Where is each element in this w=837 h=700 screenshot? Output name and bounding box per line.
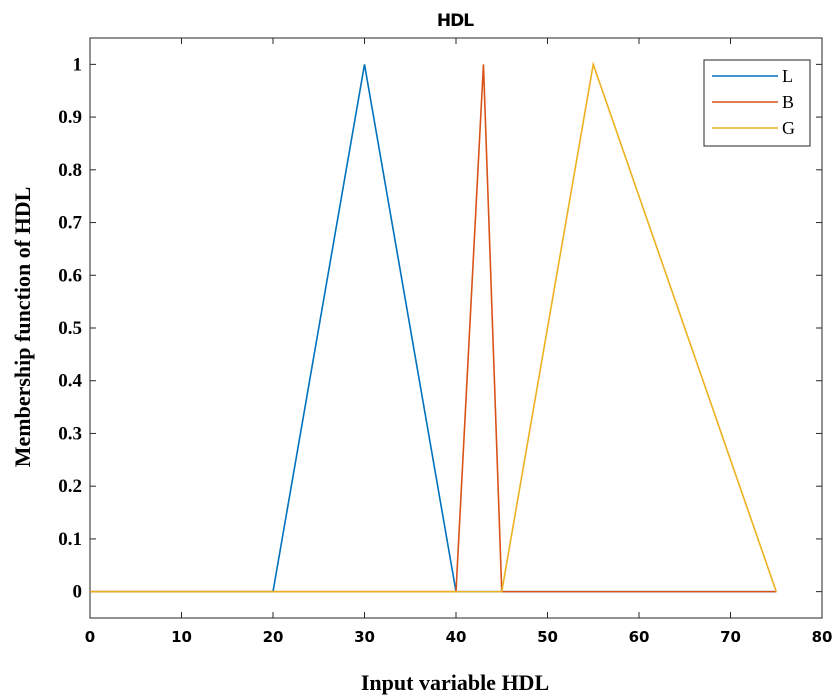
y-tick-label: 0.9 <box>58 107 82 128</box>
x-tick-label: 30 <box>354 628 375 646</box>
legend-label-G: G <box>782 118 795 138</box>
plot-area <box>89 37 823 619</box>
y-tick-label: 1 <box>73 54 83 75</box>
y-tick-label: 0.7 <box>58 213 82 234</box>
y-tick-label: 0.1 <box>58 529 82 550</box>
series-layer <box>90 61 778 593</box>
y-tick-label: 0 <box>73 582 83 603</box>
x-tick-label: 20 <box>263 628 284 646</box>
x-tick-label: 60 <box>629 628 650 646</box>
x-axis-label: Input variable HDL <box>361 670 549 695</box>
y-tick-label: 0.6 <box>58 265 82 286</box>
chart-title: HDL <box>437 11 474 31</box>
y-axis-label: Membership function of HDL <box>10 187 35 468</box>
legend: LBG <box>703 59 811 147</box>
y-tick-label: 0.4 <box>58 371 82 392</box>
x-tick-label: 10 <box>171 628 192 646</box>
x-tick-label: 40 <box>446 628 467 646</box>
x-tick-label: 80 <box>812 628 833 646</box>
plot-box <box>89 37 823 619</box>
y-tick-label: 0.3 <box>58 423 82 444</box>
y-tick-label: 0.2 <box>58 476 82 497</box>
legend-label-B: B <box>782 92 794 112</box>
legend-box <box>703 59 811 147</box>
axis-ticks: 0 10 20 30 40 50 60 70 80 0 0.1 0.2 0.3 0.4 0.5 0.6 0.7 0… <box>58 38 832 646</box>
legend-label-L: L <box>782 66 793 86</box>
y-tick-label: 0.5 <box>58 318 82 339</box>
x-tick-label: 70 <box>720 628 741 646</box>
x-tick-label: 0 <box>85 628 95 646</box>
y-tick-label: 0.8 <box>58 160 82 181</box>
series-line-G <box>90 61 778 593</box>
x-tick-label: 50 <box>537 628 558 646</box>
